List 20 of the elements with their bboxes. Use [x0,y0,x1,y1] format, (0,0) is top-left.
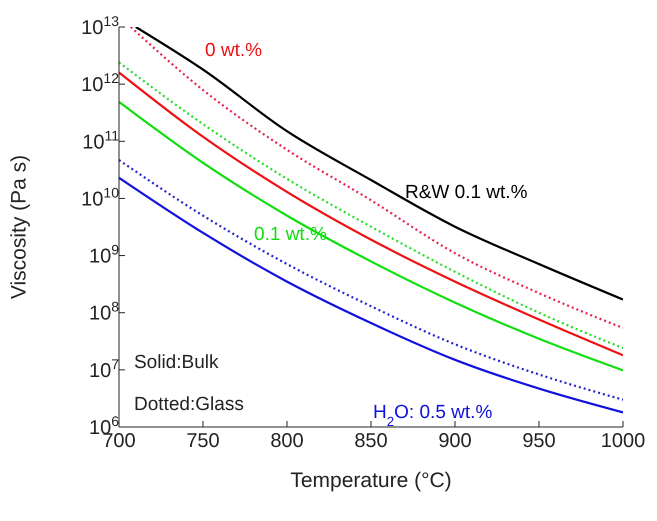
y-tick-label: 10$^{12}$ [81,70,120,96]
y-tick-label: 10$^{10}$ [81,184,120,210]
y-tick-label: 10$^{11}$ [82,127,120,154]
x-tick-label: 900 [438,430,472,452]
y-tick-label: 10$^{9}$ [88,242,120,268]
x-tick-label: 850 [354,430,388,452]
annotation: Solid:Bulk [134,352,219,373]
x-tick-label: 1000 [600,430,646,452]
annotation: 0 wt.% [205,40,262,61]
y-tick-label: 10$^{8}$ [88,298,120,325]
x-tick-label: 800 [270,430,304,452]
y-tick-label: 10$^{7}$ [88,356,120,382]
y-tick-label: 10$^{13}$ [81,13,120,39]
annotation: R&W 0.1 wt.% [405,182,528,203]
x-axis-title: Temperature (°C) [290,469,452,492]
y-axis-title: Viscosity (Pa s) [7,154,30,300]
x-tick-label: 950 [522,430,556,452]
annotation: H$_{2}$O: 0.5 wt.% [373,402,492,428]
annotation: Dotted:Glass [134,394,244,415]
x-tick-label: 750 [186,430,220,452]
